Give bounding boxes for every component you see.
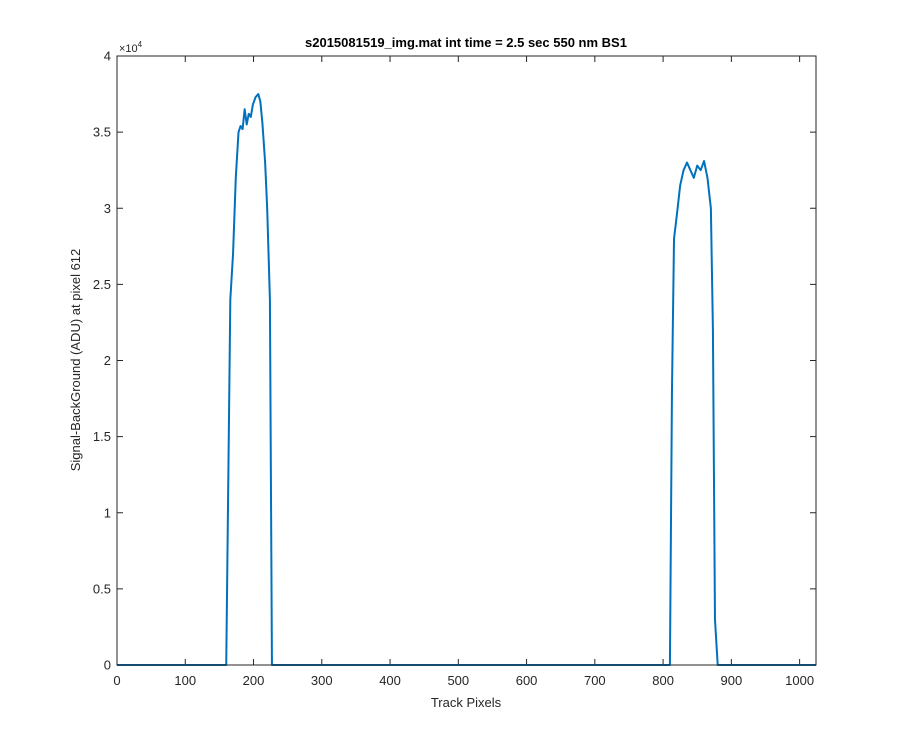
y-exponent-label: ×104 bbox=[119, 40, 143, 55]
y-tick-label: 0.5 bbox=[93, 581, 111, 596]
x-tick-label: 0 bbox=[113, 673, 120, 688]
x-tick-label: 100 bbox=[174, 673, 196, 688]
x-tick-label: 500 bbox=[447, 673, 469, 688]
x-tick-label: 700 bbox=[584, 673, 606, 688]
y-tick-label: 1.5 bbox=[93, 429, 111, 444]
axes-box bbox=[116, 55, 817, 666]
x-tick-label: 600 bbox=[516, 673, 538, 688]
x-tick-label: 800 bbox=[652, 673, 674, 688]
y-tick-label: 0 bbox=[104, 658, 111, 673]
x-tick-label: 200 bbox=[243, 673, 265, 688]
x-tick-label: 1000 bbox=[785, 673, 814, 688]
y-tick-label: 4 bbox=[104, 49, 111, 64]
y-tick-label: 3.5 bbox=[93, 125, 111, 140]
y-tick-label: 3 bbox=[104, 201, 111, 216]
x-axis-label: Track Pixels bbox=[431, 695, 502, 710]
y-exponent-base: ×10 bbox=[119, 43, 138, 55]
x-tick-label: 400 bbox=[379, 673, 401, 688]
y-exponent-power: 4 bbox=[138, 40, 143, 49]
x-tick-label: 300 bbox=[311, 673, 333, 688]
chart-title: s2015081519_img.mat int time = 2.5 sec 5… bbox=[305, 35, 627, 50]
y-tick-label: 2.5 bbox=[93, 277, 111, 292]
plot-area bbox=[117, 56, 816, 665]
y-tick-label: 2 bbox=[104, 353, 111, 368]
tick-labels-layer: 0 100 200 300 400 500 600 700 800 900 1000 0 0.5 1 1.5… bbox=[93, 49, 814, 689]
y-tick-label: 1 bbox=[104, 505, 111, 520]
x-tick-label: 900 bbox=[721, 673, 743, 688]
y-axis-label: Signal-BackGround (ADU) at pixel 612 bbox=[68, 249, 83, 472]
